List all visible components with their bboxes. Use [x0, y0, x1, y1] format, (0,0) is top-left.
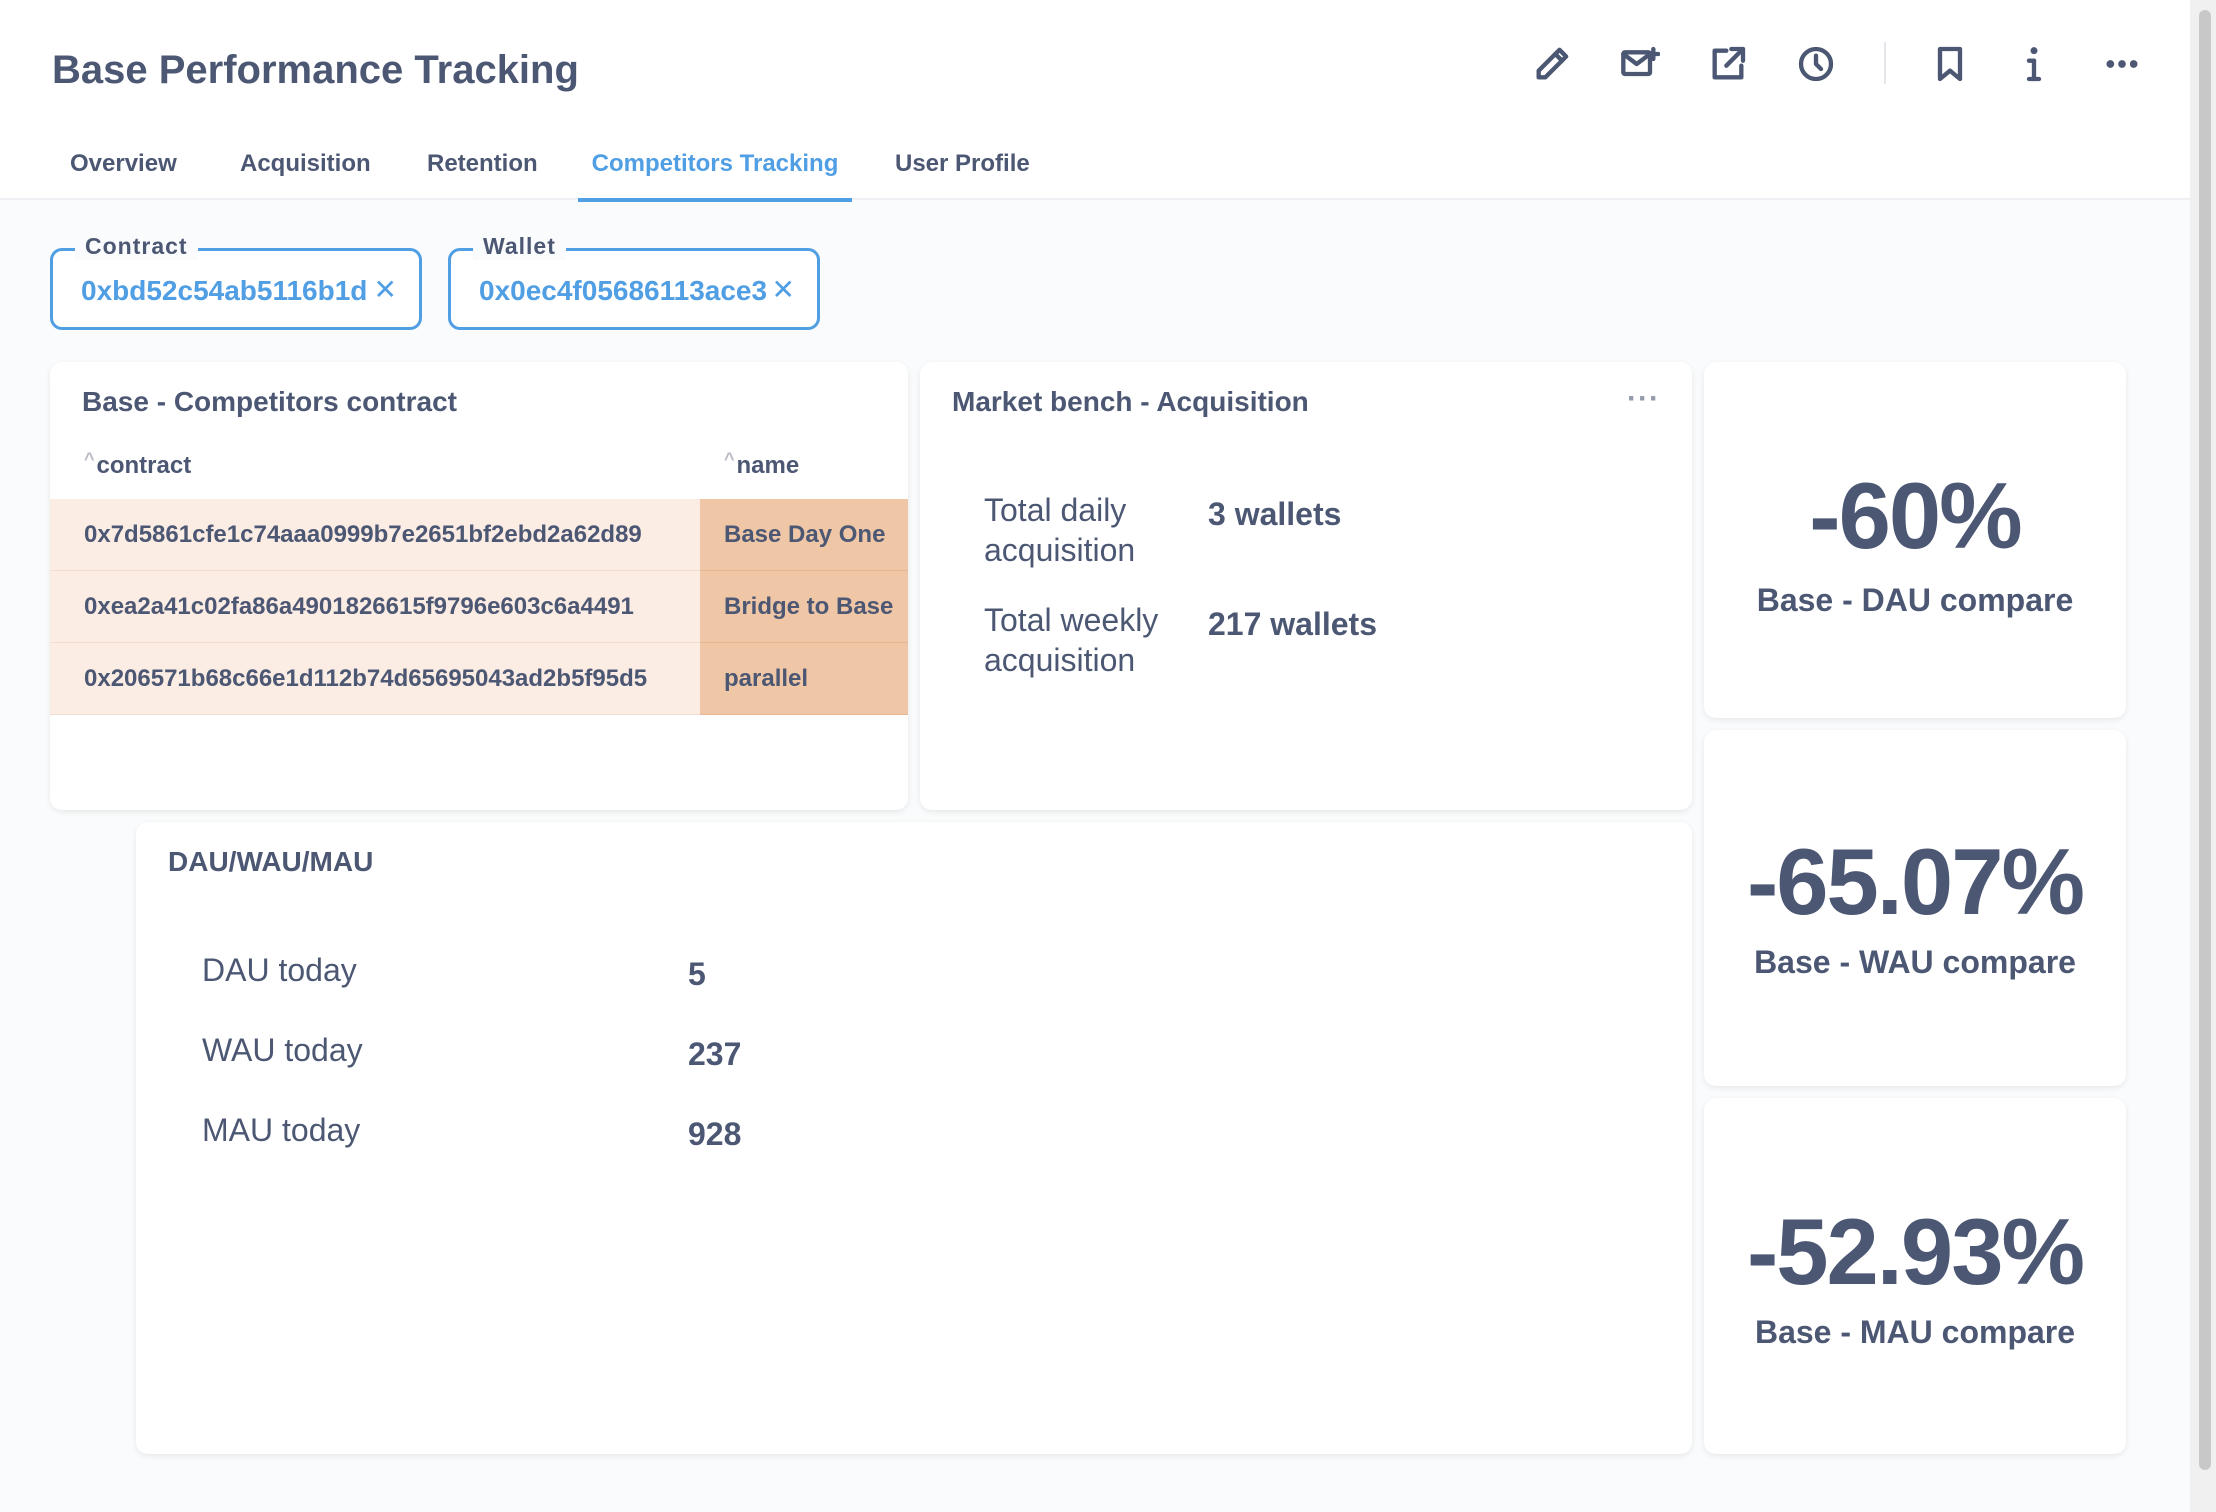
contract-cell[interactable]: 0xea2a41c02fa86a4901826615f9796e603c6a44… — [50, 571, 700, 643]
dau-compare-card: -60% Base - DAU compare — [1704, 362, 2126, 718]
sort-caret-icon: ^ — [724, 449, 735, 469]
name-cell[interactable]: Bridge to Base — [700, 571, 908, 643]
tab-user-profile[interactable]: User Profile — [895, 150, 1030, 177]
share-icon[interactable] — [1704, 40, 1752, 88]
dashboard-header: Base Performance Tracking Overview Acqui… — [0, 0, 2190, 202]
mau-today-value: 928 — [688, 1116, 742, 1152]
wallet-filter-clear-icon[interactable]: ✕ — [771, 274, 795, 305]
contract-filter-value[interactable]: 0xbd52c54ab5116b1d — [81, 275, 368, 306]
column-header-name[interactable]: ^name — [724, 449, 800, 479]
daily-acquisition-label: Total daily acquisition — [984, 492, 1136, 568]
acquisition-card-title: Market bench - Acquisition — [952, 386, 1309, 417]
weekly-acquisition-label: Total weekly acquisition — [984, 602, 1159, 678]
mau-compare-label: Base - MAU compare — [1754, 1314, 2076, 1350]
tab-acquisition[interactable]: Acquisition — [240, 150, 371, 177]
competitors-contract-card: Base - Competitors contract ^contract ^n… — [50, 362, 908, 810]
tab-competitors-tracking[interactable]: Competitors Tracking — [578, 150, 852, 202]
dau-compare-label: Base - DAU compare — [1756, 582, 2074, 618]
wau-today-label: WAU today — [202, 1032, 363, 1068]
scrollbar-thumb[interactable] — [2199, 10, 2211, 1470]
wallet-filter-label: Wallet — [473, 233, 566, 260]
wau-today-value: 237 — [688, 1036, 742, 1072]
dau-today-label: DAU today — [202, 952, 357, 988]
more-icon[interactable] — [2098, 40, 2146, 88]
contract-filter-clear-icon[interactable]: ✕ — [373, 274, 397, 305]
mau-today-label: MAU today — [202, 1112, 361, 1148]
subscription-icon[interactable] — [1616, 40, 1664, 88]
dau-card-title: DAU/WAU/MAU — [168, 846, 374, 877]
header-divider — [1884, 42, 1886, 84]
wau-compare-label: Base - WAU compare — [1754, 944, 2076, 980]
contract-filter-label: Contract — [75, 233, 198, 260]
name-cell[interactable]: parallel — [700, 643, 908, 715]
market-bench-acquisition-card: Market bench - Acquisition ··· Total dai… — [920, 362, 1692, 810]
table-row: 0x206571b68c66e1d112b74d65695043ad2b5f95… — [50, 643, 908, 715]
wau-compare-value: -65.07% — [1746, 829, 2085, 934]
tab-overview[interactable]: Overview — [70, 150, 177, 177]
name-cell[interactable]: Base Day One — [700, 499, 908, 571]
dau-today-value: 5 — [688, 956, 706, 992]
dau-wau-mau-card: DAU/WAU/MAU DAU today 5 WAU today 237 MA… — [136, 822, 1692, 1454]
contract-cell[interactable]: 0x206571b68c66e1d112b74d65695043ad2b5f95… — [50, 643, 700, 715]
card-menu-icon[interactable]: ··· — [1627, 382, 1660, 415]
table-row: 0xea2a41c02fa86a4901826615f9796e603c6a44… — [50, 571, 908, 643]
mau-compare-card: -52.93% Base - MAU compare — [1704, 1098, 2126, 1454]
daily-acquisition-value: 3 wallets — [1208, 496, 1342, 532]
dau-compare-value: -60% — [1809, 463, 2022, 568]
pencil-icon[interactable] — [1528, 40, 1576, 88]
info-icon[interactable] — [2010, 40, 2058, 88]
tab-retention[interactable]: Retention — [427, 150, 538, 177]
wallet-filter-value[interactable]: 0x0ec4f05686113ace3 — [479, 275, 768, 306]
dashboard-title: Base Performance Tracking — [52, 48, 579, 92]
history-icon[interactable] — [1792, 40, 1840, 88]
contract-filter[interactable]: Contract 0xbd52c54ab5116b1d ✕ — [50, 233, 422, 330]
contract-cell[interactable]: 0x7d5861cfe1c74aaa0999b7e2651bf2ebd2a62d… — [50, 499, 700, 571]
bookmark-icon[interactable] — [1926, 40, 1974, 88]
weekly-acquisition-value: 217 wallets — [1208, 606, 1377, 642]
competitors-card-title: Base - Competitors contract — [82, 386, 457, 417]
column-header-contract[interactable]: ^contract — [84, 449, 192, 479]
wau-compare-card: -65.07% Base - WAU compare — [1704, 730, 2126, 1086]
sort-caret-icon: ^ — [84, 449, 95, 469]
wallet-filter[interactable]: Wallet 0x0ec4f05686113ace3 ✕ — [448, 233, 820, 330]
table-row: 0x7d5861cfe1c74aaa0999b7e2651bf2ebd2a62d… — [50, 499, 908, 571]
mau-compare-value: -52.93% — [1746, 1199, 2085, 1304]
